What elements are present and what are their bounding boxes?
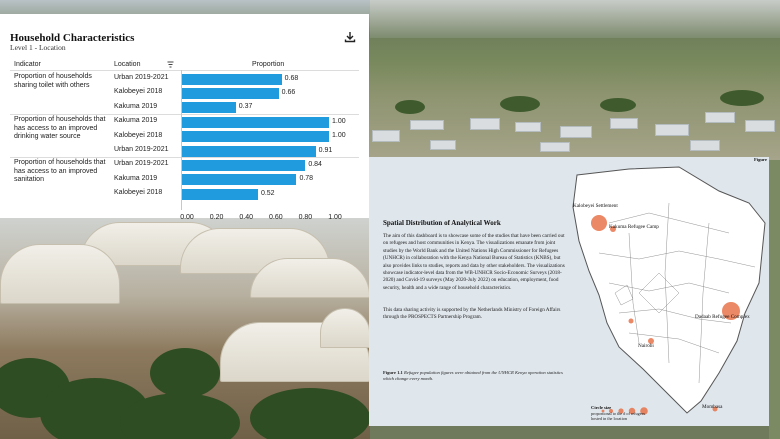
location-label: Kakuma 2019 xyxy=(114,117,158,125)
proportion-bar[interactable] xyxy=(181,131,329,143)
kenya-map xyxy=(569,163,769,423)
shelter-roof xyxy=(705,112,735,123)
proportion-bar[interactable] xyxy=(181,159,306,171)
shelter-roof xyxy=(610,118,638,129)
proportion-bar[interactable] xyxy=(181,73,282,85)
location-label: Kalobeyei 2018 xyxy=(114,131,163,139)
panel-title: Household Characteristics xyxy=(10,32,135,44)
proportion-bar[interactable] xyxy=(181,145,316,157)
indicator-label: Proportion of households sharing toilet … xyxy=(14,73,92,89)
tent-camp-photo xyxy=(0,218,370,439)
tree xyxy=(150,348,220,398)
value-label: 0.91 xyxy=(318,146,333,154)
x-tick-label: 0.20 xyxy=(209,214,224,221)
location-label: Kalobeyei 2018 xyxy=(114,88,163,96)
column-header-proportion[interactable]: Proportion xyxy=(252,61,285,68)
shelter-roof xyxy=(690,140,720,151)
location-label: Kakuma 2019 xyxy=(114,102,158,110)
map-label-dadaab: Dadaab Refugee Complex xyxy=(695,314,750,320)
value-label: 0.68 xyxy=(284,74,299,82)
shelter-roof xyxy=(430,140,456,150)
zero-axis-line xyxy=(181,70,182,210)
spatial-distribution-document: Figure 1.1 Spatial Distribution of Analy… xyxy=(369,157,769,426)
location-label: Urban 2019-2021 xyxy=(114,146,169,153)
group-divider xyxy=(10,114,359,116)
shelter-roof xyxy=(515,122,541,132)
filter-icon[interactable] xyxy=(167,61,174,68)
caption-text: Refugee population figures were obtained… xyxy=(383,370,563,382)
proportion-bar[interactable] xyxy=(181,87,279,99)
value-label: 0.78 xyxy=(299,175,314,183)
table-header: Indicator Location Proportion xyxy=(10,60,359,70)
shelter-roof xyxy=(470,118,500,130)
proportion-bar[interactable] xyxy=(181,174,297,186)
shrub xyxy=(500,96,540,112)
shrub xyxy=(600,98,636,112)
map-legend-text: proportional to the # of refugees hosted… xyxy=(591,411,646,421)
proportion-bar[interactable] xyxy=(181,116,329,128)
shelter-roof xyxy=(372,130,400,142)
x-tick-label: 0.40 xyxy=(239,214,253,221)
location-label: Kalobeyei 2018 xyxy=(114,189,163,197)
x-tick-label: 0.60 xyxy=(268,214,283,221)
shelter-roof xyxy=(745,120,775,132)
distant-hills xyxy=(370,0,780,38)
tree xyxy=(120,393,240,439)
proportion-bar[interactable] xyxy=(181,102,236,114)
caption-label: Figure 1.1 xyxy=(383,370,403,375)
group-divider xyxy=(10,157,359,159)
value-label: 0.66 xyxy=(281,88,296,96)
shelter-roof xyxy=(540,142,570,152)
value-label: 0.84 xyxy=(308,160,322,168)
shelter-roof xyxy=(560,126,592,138)
value-label: 0.37 xyxy=(238,103,253,111)
column-header-location[interactable]: Location xyxy=(114,61,141,68)
location-label: Kakuma 2019 xyxy=(114,174,158,182)
tent xyxy=(0,244,120,304)
proportion-bar[interactable] xyxy=(181,188,258,200)
document-heading: Spatial Distribution of Analytical Work xyxy=(383,219,501,227)
panel-subtitle: Level 1 - Location xyxy=(10,43,66,52)
header-divider xyxy=(10,70,359,71)
tent xyxy=(250,258,370,298)
map-label-mombasa: Mombasa xyxy=(702,404,723,410)
location-label: Urban 2019-2021 xyxy=(114,74,169,81)
map-label-kakuma: Kakuma Refugee Camp xyxy=(609,224,659,230)
figure-caption: Figure 1.1 Refugee population figures we… xyxy=(383,370,569,383)
map-legend-title: Circle size xyxy=(591,405,612,410)
shrub xyxy=(720,90,764,106)
map-label-nairobi: Nairobi xyxy=(638,343,654,349)
x-tick-label: 0.80 xyxy=(298,214,313,221)
value-label: 0.52 xyxy=(260,189,275,197)
shrub xyxy=(395,100,425,114)
location-label: Urban 2019-2021 xyxy=(114,160,169,168)
value-label: 1.00 xyxy=(332,117,346,125)
column-header-indicator[interactable]: Indicator xyxy=(14,61,41,68)
shelter-roof xyxy=(655,124,689,136)
map-label-kalobeyei: Kalobeyei Settlement xyxy=(573,203,618,209)
tent xyxy=(320,308,370,348)
household-characteristics-panel: Household Characteristics Level 1 - Loca… xyxy=(0,14,369,221)
shelter-roof xyxy=(410,120,444,130)
document-paragraph: This data sharing activity is supported … xyxy=(383,307,561,321)
x-tick-label: 1.00 xyxy=(328,214,342,221)
photo-strip xyxy=(769,160,780,439)
indicator-label: Proportion of households that has access… xyxy=(14,116,106,141)
download-icon[interactable] xyxy=(344,31,356,43)
x-tick-label: 0.00 xyxy=(180,214,194,221)
value-label: 1.00 xyxy=(332,132,346,140)
document-paragraph: The aim of this dashboard is to showcase… xyxy=(383,233,565,291)
indicator-label: Proportion of households that has access… xyxy=(14,159,106,184)
tree xyxy=(250,388,370,439)
